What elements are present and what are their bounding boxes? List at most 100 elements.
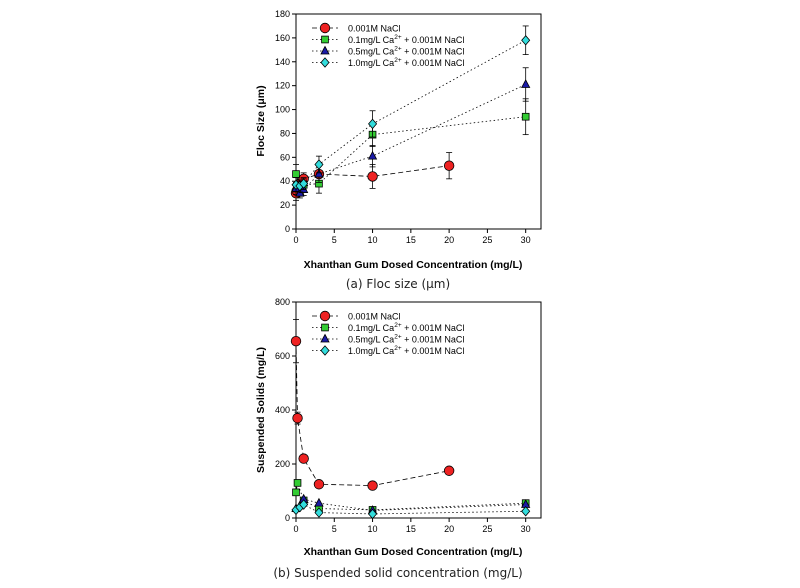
y-tick-label: 40 — [280, 176, 290, 186]
data-point-triangle — [314, 168, 324, 178]
x-tick-label: 15 — [406, 524, 416, 534]
caption-a: (a) Floc size (μm) — [346, 277, 450, 291]
series-b — [290, 319, 531, 520]
legend-marker-triangle — [320, 45, 330, 55]
y-tick-label: 60 — [280, 152, 290, 162]
ticks-b: 0 5 10 15 20 25 30 0 200 400 600 800 — [275, 297, 531, 534]
data-point-circle — [443, 160, 455, 171]
series-line-square — [295, 482, 526, 511]
legend-superscript: 2+ — [394, 334, 402, 341]
series-line-triangle — [295, 498, 526, 511]
data-point-square — [292, 170, 300, 178]
legend-label-suffix: + 0.001M NaCl — [402, 58, 465, 68]
data-point-diamond — [368, 508, 378, 520]
data-point-diamond — [314, 159, 324, 170]
data-point-circle — [292, 412, 303, 424]
legend-superscript: 2+ — [394, 46, 402, 53]
x-tick-label: 0 — [293, 235, 298, 245]
x-tick-label: 25 — [482, 524, 492, 534]
x-tick-label: 5 — [332, 524, 337, 534]
legend-label: 0.001M NaCl — [348, 312, 401, 322]
legend-label: 1.0mg/L Ca2+ + 0.001M NaCl — [348, 57, 464, 68]
series-line-diamond — [295, 39, 526, 187]
y-tick-label: 100 — [275, 105, 290, 115]
y-tick-label: 20 — [280, 200, 290, 210]
data-point-circle — [298, 453, 309, 464]
caption-b: (b) Suspended solid concentration (mg/L) — [273, 566, 522, 580]
data-point-diamond — [368, 118, 378, 130]
series-line-square — [295, 116, 526, 188]
x-tick-label: 30 — [521, 235, 531, 245]
legend-label: 0.5mg/L Ca2+ + 0.001M NaCl — [348, 46, 464, 57]
x-axis-label-a: Xhanthan Gum Dosed Concentration (mg/L) — [304, 259, 523, 271]
data-point-square — [521, 112, 530, 121]
ticks-a: 0 5 10 15 20 25 30 0 20 40 60 80 100 120 140 160 180 — [275, 9, 531, 245]
legend-marker-circle — [319, 310, 331, 322]
legend-label-suffix: + 0.001M NaCl — [402, 35, 465, 45]
y-tick-label: 80 — [280, 128, 290, 138]
y-tick-label: 600 — [275, 351, 290, 361]
data-point-triangle — [367, 150, 378, 160]
series-line-circle — [295, 341, 450, 487]
data-point-diamond — [521, 506, 531, 517]
legend-superscript: 2+ — [394, 57, 402, 64]
legend-marker-triangle — [320, 333, 330, 343]
data-point-square — [292, 488, 300, 497]
data-point-square — [293, 479, 302, 487]
x-tick-label: 5 — [332, 235, 337, 245]
legend-label-suffix: + 0.001M NaCl — [402, 47, 465, 57]
series-a — [290, 25, 531, 201]
x-tick-label: 30 — [521, 524, 531, 534]
data-point-diamond — [299, 499, 309, 510]
x-tick-label: 15 — [406, 235, 416, 245]
y-tick-label: 0 — [285, 224, 290, 234]
legend-superscript: 2+ — [394, 345, 402, 352]
y-axis-label-b: Suspended Solids (mg/L) — [255, 347, 267, 473]
legend-superscript: 2+ — [394, 34, 402, 41]
legend-marker-square — [321, 35, 329, 44]
chart-suspended-solids: 0 5 10 15 20 25 30 0 200 400 600 800 0.001M NaCl0.1… — [255, 297, 542, 580]
data-point-triangle — [314, 497, 324, 507]
y-tick-label: 180 — [275, 9, 290, 19]
data-point-circle — [290, 335, 302, 347]
y-tick-label: 160 — [275, 33, 290, 43]
y-tick-label: 120 — [275, 81, 290, 91]
data-point-diamond — [521, 35, 531, 46]
x-tick-label: 25 — [482, 235, 492, 245]
series-line-triangle — [295, 84, 526, 194]
legend-label: 0.001M NaCl — [348, 24, 401, 34]
chart-floc-size: 0 5 10 15 20 25 30 0 20 40 60 80 100 120 140 160 180 0.0… — [255, 9, 542, 291]
plot-frame-a — [295, 13, 542, 230]
y-tick-label: 0 — [285, 513, 290, 523]
data-point-circle — [313, 479, 325, 490]
x-axis-label-b: Xhanthan Gum Dosed Concentration (mg/L) — [304, 546, 523, 558]
legend-label: 1.0mg/L Ca2+ + 0.001M NaCl — [348, 345, 464, 356]
legend-label-suffix: + 0.001M NaCl — [402, 346, 465, 356]
legend-marker-circle — [319, 22, 331, 34]
x-tick-label: 10 — [368, 524, 378, 534]
legend-label-suffix: + 0.001M NaCl — [402, 323, 465, 333]
data-point-triangle — [521, 79, 531, 88]
legend-label: 0.1mg/L Ca2+ + 0.001M NaCl — [348, 322, 464, 333]
y-tick-label: 140 — [275, 57, 290, 67]
legend-label: 0.5mg/L Ca2+ + 0.001M NaCl — [348, 334, 464, 345]
legend-label: 0.1mg/L Ca2+ + 0.001M NaCl — [348, 34, 464, 45]
x-tick-label: 10 — [368, 235, 378, 245]
data-point-circle — [367, 171, 378, 182]
x-tick-label: 20 — [444, 524, 454, 534]
data-point-diamond — [299, 178, 309, 189]
data-point-circle — [443, 465, 455, 476]
data-point-diamond — [314, 507, 324, 518]
y-tick-label: 200 — [275, 459, 290, 469]
x-tick-label: 20 — [444, 235, 454, 245]
y-axis-label-a: Floc Size (μm) — [255, 85, 267, 156]
legend-superscript: 2+ — [394, 322, 402, 329]
legend-marker-diamond — [320, 345, 330, 356]
y-tick-label: 800 — [275, 297, 290, 307]
legend-label-suffix: + 0.001M NaCl — [402, 335, 465, 345]
legend-marker-square — [321, 323, 329, 332]
x-tick-label: 0 — [293, 524, 298, 534]
